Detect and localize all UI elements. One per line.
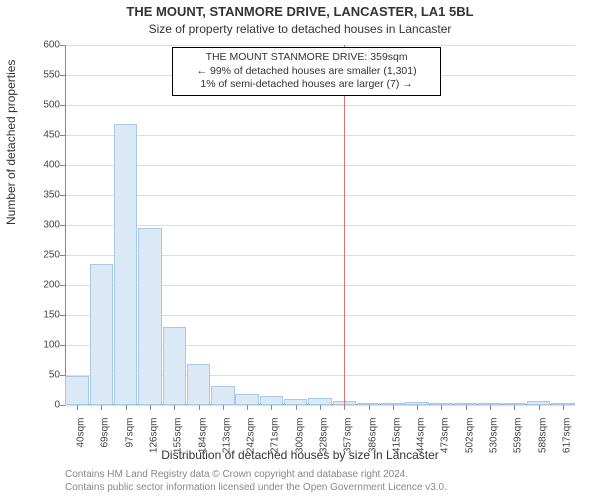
y-tick-label: 150 [30, 310, 60, 321]
x-tick [417, 405, 418, 410]
x-tick-label: 97sqm [124, 418, 135, 468]
page-title: THE MOUNT, STANMORE DRIVE, LANCASTER, LA… [0, 4, 600, 19]
y-tick [60, 255, 65, 256]
y-tick-label: 0 [30, 400, 60, 411]
bar [163, 327, 187, 405]
x-tick-label: 473sqm [440, 418, 451, 468]
attribution-line-1: Contains HM Land Registry data © Crown c… [65, 468, 447, 481]
x-tick-label: 69sqm [100, 418, 111, 468]
x-tick [320, 405, 321, 410]
y-tick [60, 375, 65, 376]
gridline [65, 165, 575, 166]
y-tick [60, 45, 65, 46]
y-tick [60, 75, 65, 76]
x-tick-label: 40sqm [76, 418, 87, 468]
y-tick [60, 405, 65, 406]
gridline [65, 225, 575, 226]
attribution: Contains HM Land Registry data © Crown c… [65, 468, 447, 494]
x-tick-label: 444sqm [416, 418, 427, 468]
page-subtitle: Size of property relative to detached ho… [0, 22, 600, 36]
x-tick [223, 405, 224, 410]
chart-container: THE MOUNT, STANMORE DRIVE, LANCASTER, LA… [0, 0, 600, 500]
x-tick-label: 155sqm [173, 418, 184, 468]
y-tick [60, 285, 65, 286]
x-tick [101, 405, 102, 410]
x-tick-label: 559sqm [513, 418, 524, 468]
x-tick-label: 386sqm [367, 418, 378, 468]
y-tick [60, 165, 65, 166]
y-tick [60, 135, 65, 136]
x-tick-label: 530sqm [489, 418, 500, 468]
y-tick [60, 225, 65, 226]
info-line-2: 1% of semi-detached houses are larger (7… [179, 78, 434, 92]
bar [260, 396, 284, 405]
x-tick [126, 405, 127, 410]
y-tick-label: 300 [30, 220, 60, 231]
x-tick [490, 405, 491, 410]
x-tick-label: 184sqm [197, 418, 208, 468]
info-title: THE MOUNT STANMORE DRIVE: 359sqm [179, 51, 434, 65]
bar [187, 364, 211, 405]
y-tick-label: 450 [30, 130, 60, 141]
info-line-1: ← 99% of detached houses are smaller (1,… [179, 65, 434, 79]
y-tick [60, 195, 65, 196]
gridline [65, 105, 575, 106]
bar [114, 124, 138, 405]
x-tick-label: 242sqm [246, 418, 257, 468]
y-tick-label: 100 [30, 340, 60, 351]
x-tick-label: 126sqm [149, 418, 160, 468]
x-tick [296, 405, 297, 410]
y-axis-title: Number of detached properties [4, 60, 18, 225]
x-tick [199, 405, 200, 410]
x-tick-label: 328sqm [319, 418, 330, 468]
x-tick-label: 271sqm [270, 418, 281, 468]
plot-area: THE MOUNT STANMORE DRIVE: 359sqm ← 99% o… [65, 45, 575, 405]
x-tick [393, 405, 394, 410]
y-tick-label: 600 [30, 40, 60, 51]
x-tick-label: 617sqm [561, 418, 572, 468]
x-tick [77, 405, 78, 410]
x-tick-label: 415sqm [391, 418, 402, 468]
y-tick [60, 315, 65, 316]
y-tick-label: 350 [30, 190, 60, 201]
gridline [65, 195, 575, 196]
x-tick [539, 405, 540, 410]
x-tick [174, 405, 175, 410]
y-axis-line [65, 45, 66, 405]
x-tick-label: 357sqm [343, 418, 354, 468]
bar [138, 228, 162, 405]
attribution-line-2: Contains public sector information licen… [65, 481, 447, 494]
x-tick [466, 405, 467, 410]
y-tick-label: 200 [30, 280, 60, 291]
y-tick [60, 345, 65, 346]
y-tick-label: 500 [30, 100, 60, 111]
y-tick-label: 50 [30, 370, 60, 381]
x-tick [150, 405, 151, 410]
gridline [65, 45, 575, 46]
x-tick-label: 213sqm [221, 418, 232, 468]
y-tick-label: 250 [30, 250, 60, 261]
x-tick-label: 502sqm [464, 418, 475, 468]
x-tick [344, 405, 345, 410]
bar [90, 264, 114, 405]
x-tick [563, 405, 564, 410]
bar [65, 376, 89, 405]
reference-line [344, 45, 345, 405]
y-tick-label: 550 [30, 70, 60, 81]
bar [235, 394, 259, 405]
gridline [65, 135, 575, 136]
bar [211, 386, 235, 405]
x-tick-label: 588sqm [537, 418, 548, 468]
x-tick [514, 405, 515, 410]
x-tick [247, 405, 248, 410]
y-tick-label: 400 [30, 160, 60, 171]
info-box: THE MOUNT STANMORE DRIVE: 359sqm ← 99% o… [172, 47, 441, 96]
x-tick [369, 405, 370, 410]
y-tick [60, 105, 65, 106]
x-tick-label: 300sqm [294, 418, 305, 468]
x-tick [271, 405, 272, 410]
bar [308, 398, 332, 405]
x-tick [441, 405, 442, 410]
